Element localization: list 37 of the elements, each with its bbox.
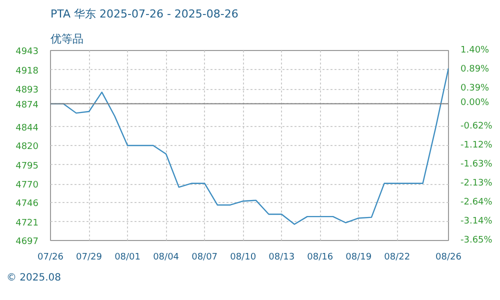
y2-tick-label: 0.89%: [460, 64, 490, 75]
y-tick-label: 4697: [16, 237, 38, 247]
y2-tick-label: -1.12%: [460, 140, 493, 150]
text: © 2025.08: [6, 272, 62, 284]
y-tick-label: 4746: [16, 199, 39, 210]
y2-tick-label: -2.64%: [460, 198, 493, 208]
y2-tick-label: -1.63%: [460, 160, 493, 170]
y-tick-label: 4770: [16, 180, 39, 191]
y-tick-label: 4918: [16, 66, 39, 76]
x-tick-label: 08/07: [192, 252, 218, 262]
y2-tick-label: -3.14%: [460, 216, 493, 226]
y2-tick-label: -2.13%: [460, 178, 493, 188]
x-tick-label: 08/16: [307, 252, 334, 262]
chart-subtitle: 优等品: [50, 32, 84, 46]
x-tick-label: 08/26: [436, 252, 462, 262]
x-tick-label: 08/22: [384, 252, 410, 262]
y-tick-label: 4721: [16, 218, 38, 228]
y-tick-label: 4893: [16, 86, 38, 96]
y2-tick-label: -3.65%: [460, 236, 493, 246]
y2-tick-label: 0.00%: [460, 98, 490, 108]
y2-tick-label: -0.62%: [460, 122, 493, 132]
chart-title: PTA 华东 2025-07-26 - 2025-08-26: [50, 8, 238, 20]
x-tick-label: 08/04: [153, 252, 180, 262]
line-series: [50, 68, 448, 225]
y2-tick-label: 0.39%: [460, 84, 490, 94]
y-tick-label: 4874: [16, 100, 39, 110]
x-tick-label: 08/13: [268, 252, 295, 262]
x-tick-label: 08/10: [230, 252, 256, 262]
y-tick-label: 4844: [16, 123, 39, 134]
x-tick-label: 07/26: [38, 252, 64, 262]
x-tick-label: 08/01: [114, 252, 140, 262]
y-tick-label: 4943: [16, 47, 38, 57]
x-tick-label: 08/19: [346, 252, 372, 262]
y2-tick-label: 1.40%: [460, 46, 490, 56]
x-tick-label: 07/29: [76, 252, 102, 262]
y-tick-label: 4820: [16, 142, 39, 152]
y-tick-label: 4795: [16, 161, 38, 172]
